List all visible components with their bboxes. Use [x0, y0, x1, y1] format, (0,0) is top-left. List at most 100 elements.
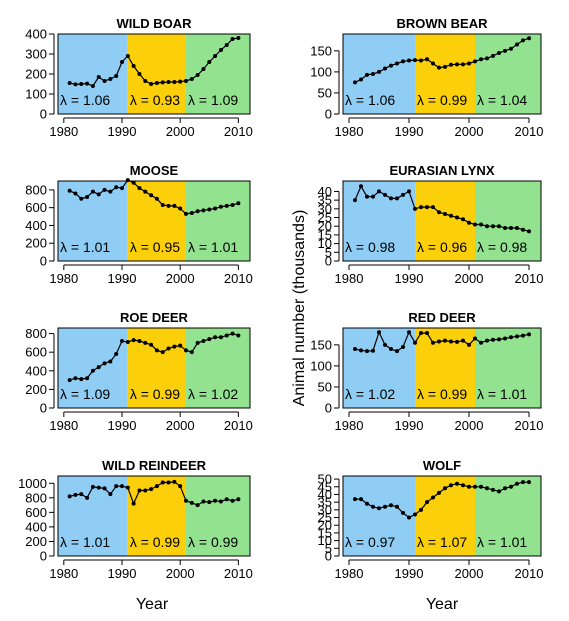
- y-tick-label: 30: [318, 201, 332, 216]
- data-point: [395, 504, 399, 509]
- data-point: [377, 506, 381, 511]
- data-point: [213, 54, 218, 58]
- data-point: [131, 501, 136, 506]
- plot-frame: [342, 327, 542, 409]
- data-point: [201, 499, 206, 504]
- data-point: [509, 484, 513, 489]
- shared-xlabel-right: Year: [426, 596, 459, 613]
- data-point: [443, 64, 447, 69]
- data-point: [467, 342, 471, 347]
- data-point: [125, 54, 130, 58]
- data-point: [67, 81, 72, 85]
- data-point: [189, 211, 194, 215]
- data-point: [449, 483, 453, 488]
- data-point: [371, 348, 375, 353]
- data-point: [230, 498, 235, 503]
- data-point: [96, 75, 101, 79]
- data-point: [419, 58, 423, 63]
- y-tick-label: 0: [40, 107, 47, 122]
- data-point: [431, 205, 435, 210]
- data-point: [207, 500, 212, 505]
- data-point: [521, 333, 525, 338]
- data-point: [160, 350, 165, 355]
- period-band: [475, 34, 541, 114]
- data-point: [401, 510, 405, 515]
- shared-xlabel-left: Year: [136, 596, 169, 613]
- data-point: [207, 60, 212, 64]
- data-point: [67, 494, 72, 499]
- data-point: [395, 61, 399, 66]
- y-tick-label: 400: [25, 218, 47, 233]
- data-point: [485, 486, 489, 491]
- data-point: [365, 72, 369, 77]
- data-point: [189, 500, 194, 505]
- y-tick-label: 600: [25, 505, 47, 520]
- data-point: [431, 340, 435, 345]
- panel-moose: MOOSE λ = 1.01 λ = 0.95 λ = 1.01 0 200 400 600 8…: [25, 163, 253, 286]
- data-point: [467, 220, 471, 225]
- data-point: [120, 186, 124, 191]
- plot-frame: [57, 180, 251, 262]
- data-point: [389, 503, 393, 508]
- data-point: [473, 222, 477, 227]
- panel-title: BROWN BEAR: [397, 16, 489, 31]
- data-point: [455, 339, 459, 344]
- data-point: [485, 338, 489, 343]
- panel-title: ROE DEER: [120, 310, 189, 325]
- data-point: [160, 480, 165, 485]
- x-tick-label: 1980: [49, 124, 78, 139]
- data-point: [154, 348, 159, 353]
- data-point: [437, 339, 441, 344]
- lambda-label: λ = 1.02: [345, 386, 395, 402]
- data-point: [521, 480, 525, 485]
- x-tick-label: 2010: [515, 566, 544, 581]
- shared-ylabel: Animal number (thousands): [291, 210, 308, 407]
- data-point: [79, 377, 84, 382]
- y-tick-label: 50: [318, 379, 332, 394]
- y-tick-label: 400: [25, 27, 47, 42]
- x-tick-label: 1990: [108, 124, 137, 139]
- data-point: [515, 225, 519, 230]
- data-point: [137, 186, 142, 191]
- panel-title: EURASIAN LYNX: [390, 163, 495, 178]
- x-tick-label: 2000: [455, 418, 484, 433]
- panel-wolf: WOLF λ = 0.97 λ = 1.07 λ = 1.01 051015202530…: [318, 458, 544, 581]
- x-tick-label: 2000: [455, 271, 484, 286]
- data-point: [359, 77, 363, 82]
- lambda-label: λ = 0.95: [130, 239, 180, 255]
- data-point: [413, 340, 417, 345]
- y-tick-label: 150: [310, 43, 332, 58]
- x-tick-label: 1980: [335, 566, 364, 581]
- data-point: [491, 337, 495, 342]
- x-tick-label: 1990: [395, 566, 424, 581]
- y-tick-label: 40: [318, 184, 332, 199]
- data-point: [120, 484, 124, 489]
- y-tick-label: 100: [25, 87, 47, 102]
- panel-brown-bear: BROWN BEAR λ = 1.06 λ = 0.99 λ = 1.04 0 50 100…: [310, 16, 543, 139]
- data-point: [149, 82, 154, 86]
- data-point: [96, 192, 101, 197]
- data-point: [503, 336, 507, 341]
- data-point: [114, 352, 119, 357]
- x-tick-label: 2000: [166, 124, 195, 139]
- y-tick-label: 200: [25, 67, 47, 82]
- x-tick-label: 2000: [166, 566, 195, 581]
- lambda-label: λ = 1.01: [477, 534, 527, 550]
- data-point: [201, 339, 206, 344]
- data-point: [131, 180, 136, 185]
- x-tick-label: 1980: [49, 566, 78, 581]
- data-point: [207, 207, 212, 212]
- data-point: [189, 77, 194, 81]
- lambda-label: λ = 1.01: [188, 239, 238, 255]
- data-point: [178, 343, 183, 348]
- data-point: [149, 487, 154, 492]
- data-point: [73, 492, 78, 497]
- data-point: [236, 36, 241, 40]
- data-point: [137, 72, 142, 76]
- data-point: [224, 43, 229, 47]
- y-tick-label: 20: [318, 518, 332, 533]
- data-point: [195, 503, 200, 508]
- data-point: [527, 480, 531, 485]
- y-tick-label: 25: [318, 210, 332, 225]
- y-tick-label: 0: [40, 401, 47, 416]
